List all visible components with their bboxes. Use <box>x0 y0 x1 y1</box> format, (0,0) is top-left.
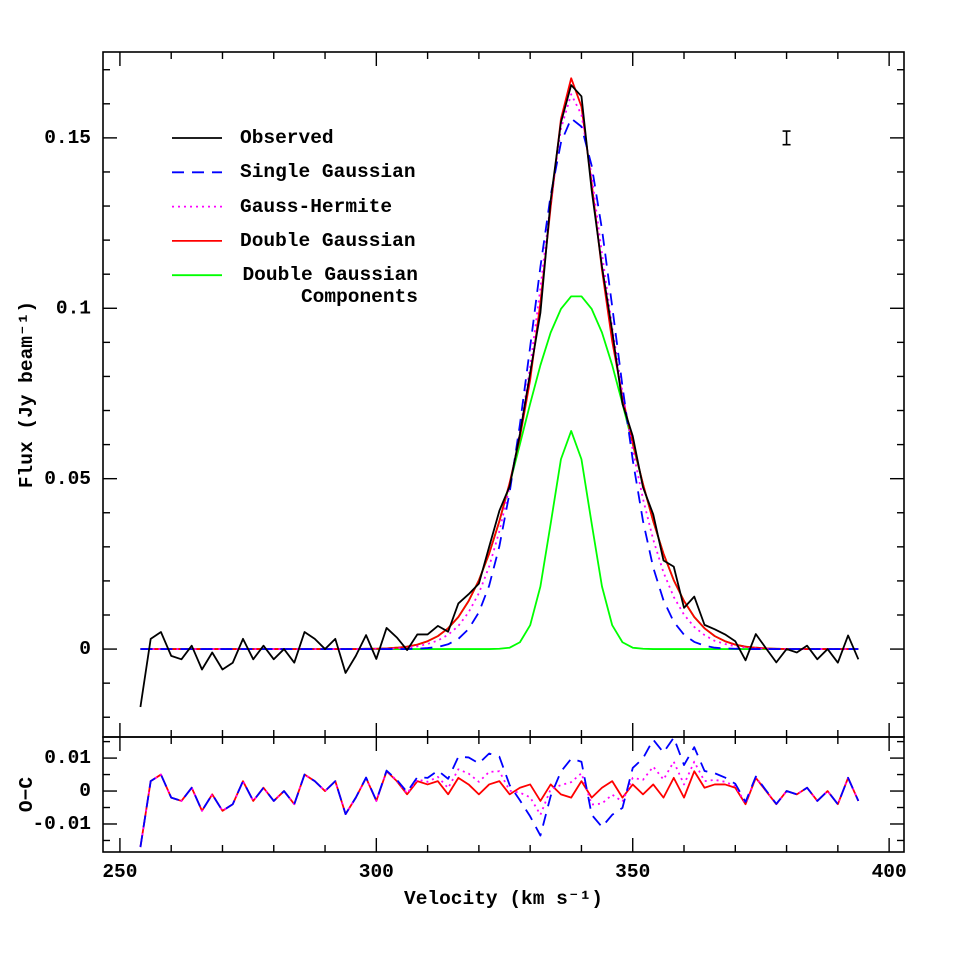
legend-entry: Double Gaussian <box>240 229 416 252</box>
legend-label: Gauss-Hermite <box>240 195 393 218</box>
x-tick-label: 250 <box>102 861 137 883</box>
plot-frame <box>102 736 905 853</box>
series-line <box>139 770 860 848</box>
x-tick-label: 400 <box>872 861 907 883</box>
series-line <box>139 736 860 848</box>
legend-entry: Double Gaussian Components <box>242 264 418 309</box>
series-line <box>140 93 859 650</box>
series-line <box>139 760 860 848</box>
legend-label: Observed <box>240 127 334 149</box>
y-axis-label: Flux (Jy beam⁻¹) <box>16 301 38 488</box>
legend-entry: Gauss-Hermite <box>240 195 393 218</box>
legend-entry: Single Gaussian <box>240 161 416 184</box>
x-axis-label: Velocity (km s⁻¹) <box>404 888 603 910</box>
y-tick-label: 0.1 <box>56 297 91 319</box>
x-tick-label: 300 <box>359 861 394 883</box>
y-tick-label: 0.01 <box>44 747 91 769</box>
legend-entry: Observed <box>240 127 334 149</box>
plot-frame <box>102 51 905 738</box>
y-tick-label: 0.15 <box>44 127 91 149</box>
series-line <box>140 295 859 650</box>
legend-label: Double Gaussian Components <box>242 264 418 309</box>
y-tick-label: 0 <box>79 780 91 802</box>
legend-label: Single Gaussian <box>240 161 416 184</box>
series-line <box>139 84 860 708</box>
y-tick-label: 0.05 <box>44 468 91 490</box>
y-tick-label: -0.01 <box>32 813 91 835</box>
x-tick-label: 350 <box>615 861 650 883</box>
y-axis-label: O−C <box>16 777 38 812</box>
y-tick-label: 0 <box>79 638 91 660</box>
legend-label: Double Gaussian <box>240 229 416 252</box>
series-line <box>140 430 859 650</box>
error-bar <box>782 130 791 146</box>
